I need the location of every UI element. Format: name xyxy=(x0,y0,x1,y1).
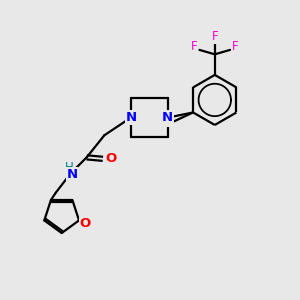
Text: N: N xyxy=(160,113,172,126)
Text: H: H xyxy=(65,160,74,174)
Text: F: F xyxy=(212,30,218,43)
Text: N: N xyxy=(162,111,173,124)
Text: N: N xyxy=(66,168,77,181)
Text: F: F xyxy=(232,40,239,53)
Text: F: F xyxy=(191,40,197,53)
Text: N: N xyxy=(125,111,136,124)
Text: O: O xyxy=(79,217,91,230)
Text: O: O xyxy=(106,152,117,165)
